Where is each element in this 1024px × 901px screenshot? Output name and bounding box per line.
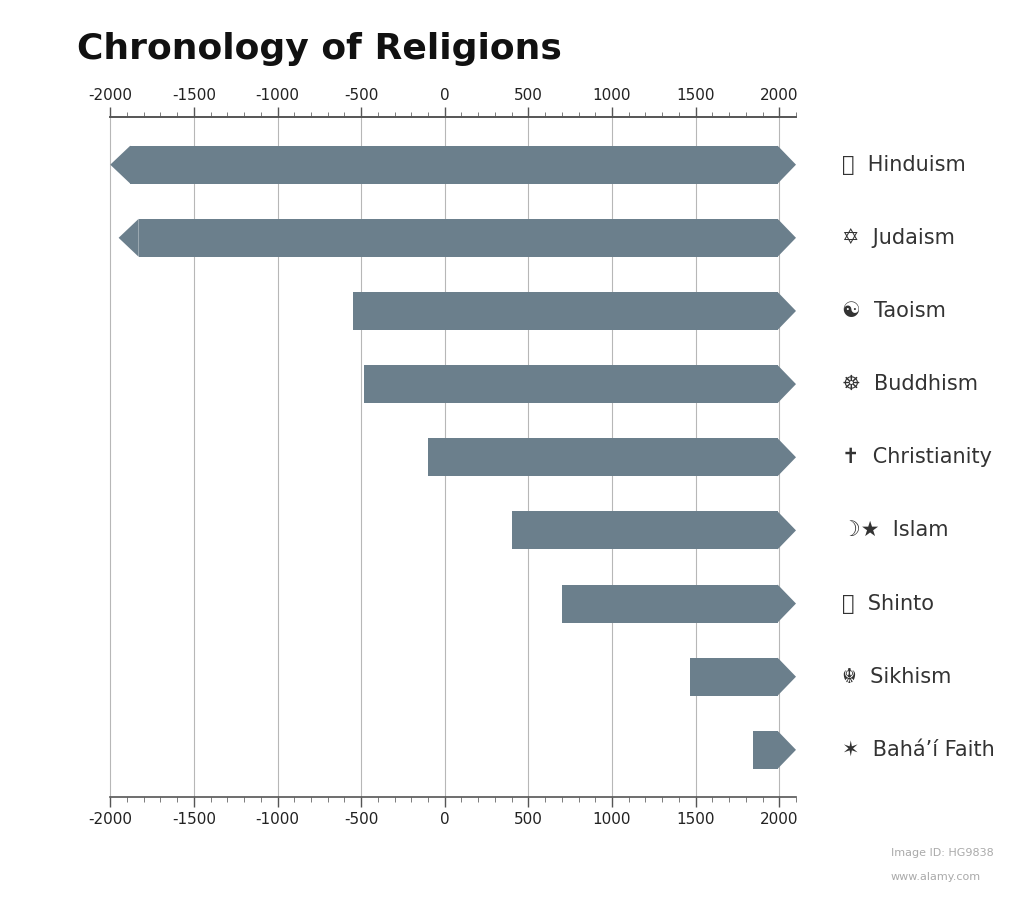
- Text: ☬  Sikhism: ☬ Sikhism: [842, 667, 951, 687]
- Polygon shape: [777, 219, 796, 257]
- Polygon shape: [111, 146, 130, 184]
- Polygon shape: [777, 731, 796, 769]
- Bar: [352, 292, 777, 330]
- Polygon shape: [777, 658, 796, 696]
- Bar: [562, 585, 777, 623]
- Text: Chronology of Religions: Chronology of Religions: [77, 32, 562, 66]
- Text: ⛩  Shinto: ⛩ Shinto: [842, 594, 934, 614]
- Text: ✝  Christianity: ✝ Christianity: [842, 447, 991, 468]
- Text: alamy: alamy: [31, 849, 132, 879]
- Text: ☸  Buddhism: ☸ Buddhism: [842, 374, 978, 394]
- Bar: [428, 438, 777, 477]
- Polygon shape: [777, 146, 796, 184]
- Bar: [690, 658, 777, 696]
- Polygon shape: [777, 292, 796, 330]
- Bar: [754, 731, 777, 769]
- Text: Image ID: HG9838: Image ID: HG9838: [891, 848, 993, 858]
- Text: ✶  Bahá’í Faith: ✶ Bahá’í Faith: [842, 740, 994, 760]
- Polygon shape: [777, 438, 796, 477]
- Polygon shape: [119, 219, 138, 257]
- Text: ॐ  Hinduism: ॐ Hinduism: [842, 155, 966, 175]
- Polygon shape: [777, 512, 796, 550]
- Bar: [365, 365, 777, 403]
- Bar: [138, 219, 777, 257]
- Text: ✡  Judaism: ✡ Judaism: [842, 228, 954, 248]
- Polygon shape: [777, 585, 796, 623]
- Polygon shape: [777, 365, 796, 403]
- Bar: [512, 512, 777, 550]
- Text: ☯  Taoism: ☯ Taoism: [842, 301, 945, 321]
- Bar: [130, 146, 777, 184]
- Text: ☽★  Islam: ☽★ Islam: [842, 521, 948, 541]
- Text: www.alamy.com: www.alamy.com: [891, 872, 981, 882]
